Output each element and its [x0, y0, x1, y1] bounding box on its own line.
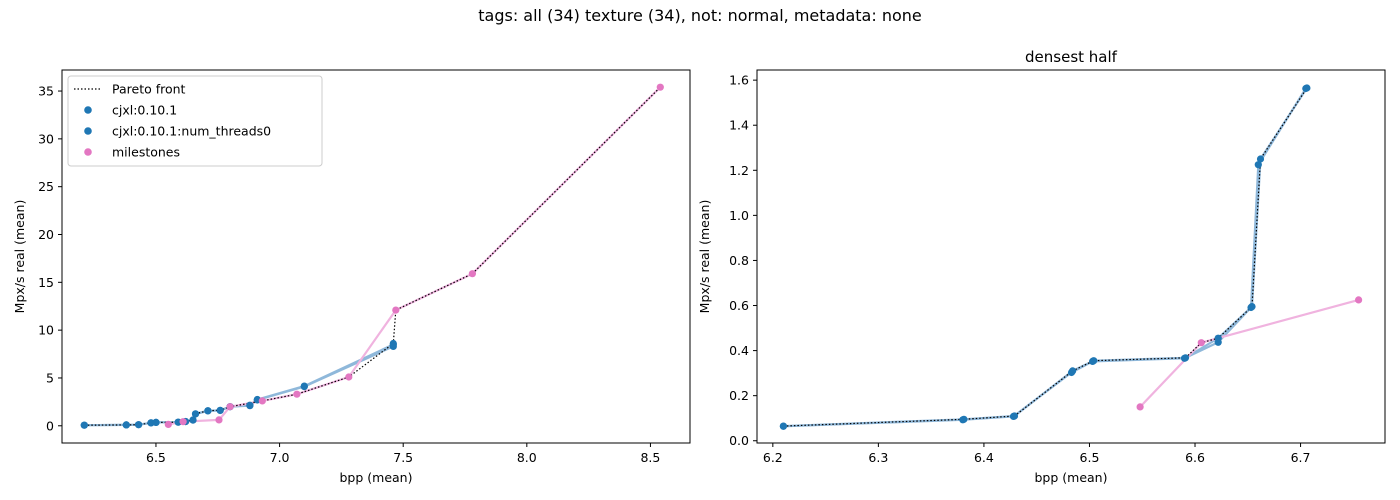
- x-tick-label: 8.5: [640, 450, 660, 465]
- data-point: [1256, 155, 1265, 163]
- series-line-1: [783, 87, 1307, 428]
- data-point: [226, 403, 234, 411]
- data-point: [1355, 296, 1363, 304]
- y-axis-label: Mpx/s real (mean): [12, 200, 27, 314]
- legend-label: cjxl:0.10.1: [112, 103, 177, 118]
- y-tick-label: 1.4: [729, 118, 749, 133]
- x-tick-label: 6.3: [868, 450, 888, 465]
- y-tick-label: 5: [46, 370, 54, 385]
- x-tick-label: 6.2: [763, 450, 783, 465]
- plot-frame: [756, 69, 1386, 444]
- y-tick-label: 10: [38, 323, 54, 338]
- data-point: [1090, 357, 1098, 365]
- data-point: [1214, 334, 1222, 342]
- x-tick-label: 7.5: [393, 450, 413, 465]
- data-point: [135, 421, 143, 429]
- y-tick-label: 1.2: [729, 163, 749, 178]
- y-tick-label: 0.2: [729, 388, 749, 403]
- x-tick-label: 6.5: [1080, 450, 1100, 465]
- data-point: [1069, 367, 1077, 375]
- series-line-3: [168, 86, 662, 426]
- y-tick-label: 15: [38, 275, 54, 290]
- data-point: [779, 422, 788, 430]
- x-axis-label: bpp (mean): [340, 470, 413, 485]
- legend-label: milestones: [112, 145, 180, 160]
- y-tick-label: 0: [46, 418, 54, 433]
- x-axis-label: bpp (mean): [1035, 470, 1108, 485]
- data-point: [1010, 412, 1019, 420]
- y-tick-label: 30: [38, 131, 54, 146]
- y-tick-label: 1.0: [729, 208, 749, 223]
- series-line-1: [84, 343, 395, 427]
- legend: Pareto front cjxl:0.10.1 cjxl:0.10.1:num_t…: [67, 75, 323, 167]
- y-tick-label: 1.6: [729, 73, 749, 88]
- x-tick-label: 6.7: [1291, 450, 1311, 465]
- data-point: [1181, 354, 1190, 362]
- y-tick-label: 0.8: [729, 253, 749, 268]
- data-point: [293, 390, 301, 398]
- data-point: [1254, 161, 1262, 169]
- data-point: [392, 306, 400, 314]
- data-point: [80, 421, 88, 429]
- data-point: [215, 416, 223, 424]
- chart-2: 6.2 6.3 6.4 6.5 6.6 6.7 0.0 0.2 0.4 0.6 0.8 1.0 1.2 1…: [697, 48, 1386, 485]
- legend-marker-swatch: [84, 148, 92, 156]
- legend-marker-swatch: [84, 106, 92, 114]
- data-point: [1303, 84, 1311, 92]
- pareto-front-line: [783, 87, 1308, 427]
- data-point: [204, 407, 212, 415]
- data-point: [152, 418, 160, 426]
- plot-frame: [61, 69, 691, 444]
- series-line-3: [1139, 298, 1359, 408]
- data-point: [960, 415, 968, 423]
- data-point: [345, 373, 353, 381]
- data-point: [122, 421, 130, 429]
- x-tick-label: 6.6: [1185, 450, 1205, 465]
- legend-marker-swatch: [84, 127, 92, 135]
- data-point: [300, 382, 308, 390]
- series-line-2: [84, 343, 394, 427]
- data-point: [468, 270, 476, 278]
- y-tick-label: 0.4: [729, 343, 749, 358]
- data-point: [179, 418, 187, 426]
- data-point: [216, 406, 224, 414]
- data-point: [191, 410, 200, 418]
- legend-label: cjxl:0.10.1:num_threads0: [112, 124, 271, 139]
- data-point: [189, 416, 197, 424]
- series-line-2: [783, 87, 1308, 428]
- legend-label: Pareto front: [112, 82, 186, 97]
- y-tick-label: 35: [38, 84, 54, 99]
- y-axis-label: Mpx/s real (mean): [697, 200, 712, 314]
- data-point: [258, 397, 266, 405]
- y-tick-label: 0.0: [729, 433, 749, 448]
- x-tick-label: 7.0: [270, 450, 290, 465]
- data-point: [1197, 339, 1205, 347]
- x-tick-label: 6.5: [146, 450, 166, 465]
- figure-suptitle: tags: all (34) texture (34), not: normal…: [478, 6, 922, 25]
- data-point: [656, 83, 664, 91]
- y-tick-label: 0.6: [729, 298, 749, 313]
- legend-box: [67, 75, 323, 167]
- y-tick-label: 20: [38, 227, 54, 242]
- data-point: [1248, 303, 1256, 311]
- data-point: [389, 340, 397, 349]
- chart-1: 6.5 7.0 7.5 8.0 8.5 0 5 10 15 20 25 30 35 bpp (mean) M…: [12, 69, 691, 485]
- x-tick-label: 8.0: [517, 450, 537, 465]
- y-tick-label: 25: [38, 179, 54, 194]
- data-point: [164, 420, 172, 428]
- chart-title: densest half: [1025, 48, 1118, 66]
- data-point: [1136, 403, 1144, 411]
- data-point: [246, 401, 254, 409]
- x-tick-label: 6.4: [974, 450, 994, 465]
